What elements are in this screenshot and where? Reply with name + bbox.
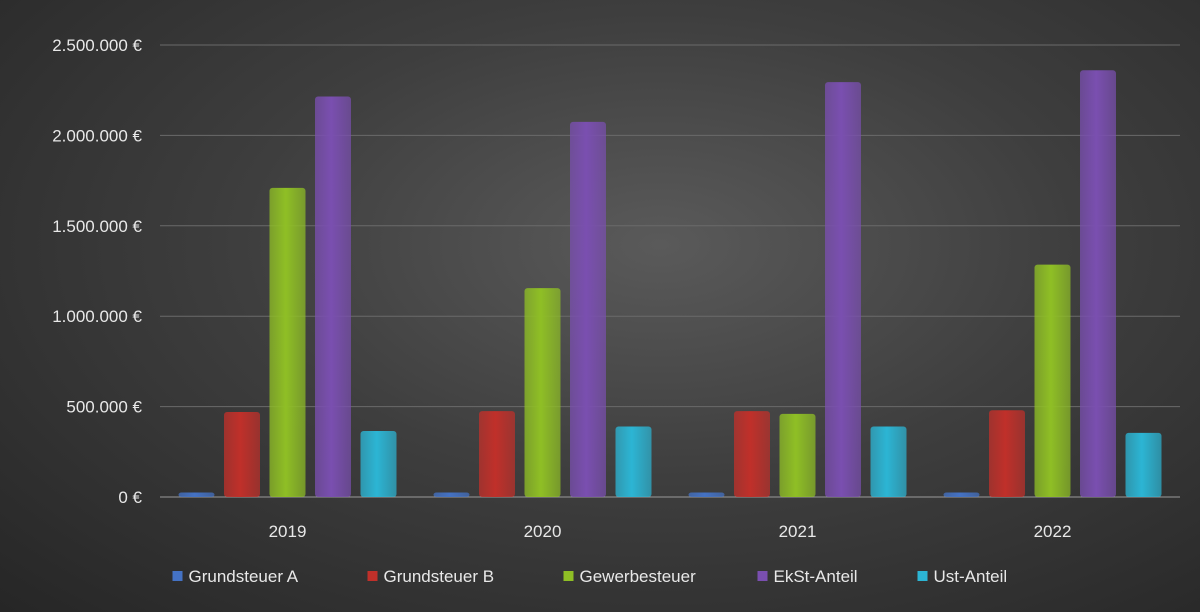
bar-ust-anteil-2019 — [360, 431, 397, 497]
legend-label: Gewerbesteuer — [580, 567, 697, 586]
bar-gewerbesteuer-2021 — [779, 413, 816, 497]
gridlines — [160, 44, 1180, 498]
bar-ekst-anteil-2020 — [570, 121, 606, 497]
legend-swatch — [757, 571, 768, 581]
bar-ekst-anteil-2021 — [825, 82, 861, 498]
legend-label: EkSt-Anteil — [774, 567, 858, 586]
legend-label: Ust-Anteil — [934, 567, 1008, 586]
y-tick-label: 1.000.000 € — [52, 307, 142, 326]
y-tick-label: 0 € — [118, 488, 142, 507]
x-tick-label: 2020 — [524, 522, 562, 541]
y-axis-ticks: 0 € 500.000 € 1.000.000 € 1.500.000 € 2.000.… — [52, 36, 142, 507]
bar-ust-anteil-2021 — [870, 426, 907, 497]
bar-grundsteuer-a-2021 — [688, 492, 725, 497]
legend: Grundsteuer A Grundsteuer B Gewerbesteuer E… — [172, 567, 1008, 586]
bar-ekst-anteil-2022 — [1080, 70, 1116, 497]
bar-gewerbesteuer-2020 — [524, 288, 561, 497]
legend-swatch — [172, 571, 183, 581]
bar-grundsteuer-a-2020 — [433, 492, 470, 497]
legend-label: Grundsteuer A — [189, 567, 299, 586]
bar-grundsteuer-b-2021 — [734, 411, 770, 497]
legend-swatch — [563, 571, 574, 581]
y-tick-label: 500.000 € — [66, 398, 142, 417]
y-tick-label: 2.000.000 € — [52, 126, 142, 145]
bars — [178, 70, 1162, 498]
y-tick-label: 2.500.000 € — [52, 36, 142, 55]
bar-gewerbesteuer-2022 — [1034, 264, 1071, 497]
bar-gewerbesteuer-2019 — [269, 187, 306, 497]
bar-grundsteuer-b-2020 — [479, 411, 515, 497]
x-tick-label: 2022 — [1034, 522, 1072, 541]
legend-label: Grundsteuer B — [384, 567, 495, 586]
bar-grundsteuer-a-2019 — [178, 492, 215, 497]
y-tick-label: 1.500.000 € — [52, 217, 142, 236]
bar-grundsteuer-b-2019 — [224, 412, 260, 497]
bar-grundsteuer-a-2022 — [943, 492, 980, 497]
bar-ust-anteil-2022 — [1125, 432, 1162, 497]
bar-ust-anteil-2020 — [615, 426, 652, 497]
legend-swatch — [917, 571, 928, 581]
x-axis-ticks: 2019 2020 2021 2022 — [269, 522, 1072, 541]
x-tick-label: 2019 — [269, 522, 307, 541]
legend-swatch — [367, 571, 378, 581]
bar-ekst-anteil-2019 — [315, 96, 351, 497]
x-tick-label: 2021 — [779, 522, 817, 541]
bar-grundsteuer-b-2022 — [989, 410, 1025, 497]
